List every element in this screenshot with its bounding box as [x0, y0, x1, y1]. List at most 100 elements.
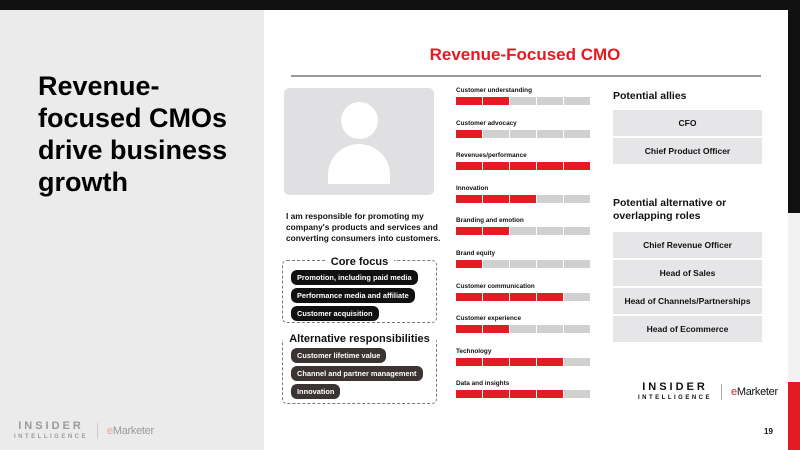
- left-panel: [0, 10, 264, 450]
- rating-segment-empty: [483, 129, 509, 138]
- page-number: 19: [764, 427, 773, 436]
- rating-segment-empty: [564, 227, 590, 236]
- skill-label: Innovation: [456, 184, 489, 192]
- rating-segment-filled: [510, 357, 536, 366]
- logo-emarketer: eMarketer: [731, 385, 778, 398]
- rating-segment-filled: [483, 162, 509, 171]
- skill-row: Technology: [456, 348, 596, 366]
- rating-segment-empty: [564, 292, 590, 301]
- alternative-responsibilities-label: Alternative responsibilities: [283, 333, 436, 345]
- rating-segment-filled: [483, 357, 509, 366]
- rating-segment-filled: [483, 227, 509, 236]
- rating-segment-filled: [564, 162, 590, 171]
- skill-rating-bar: [456, 390, 596, 399]
- skill-rating-bar: [456, 325, 596, 334]
- alternative-pill: Innovation: [291, 384, 341, 399]
- profile-title: Revenue-Focused CMO: [429, 45, 621, 64]
- logo-divider: [97, 422, 99, 439]
- rating-segment-empty: [537, 325, 563, 334]
- right-strip-dark: [788, 10, 800, 213]
- rating-segment-filled: [456, 390, 482, 399]
- role-box: Head of Channels/Partnerships: [613, 288, 762, 314]
- core-focus-pill: Promotion, including paid media: [291, 270, 418, 285]
- skill-label: Branding and emotion: [456, 217, 524, 225]
- rating-segment-empty: [537, 97, 563, 105]
- rating-segment-filled: [456, 194, 482, 203]
- skill-row: Customer communication: [456, 283, 596, 301]
- skill-row: Customer understanding: [456, 87, 596, 105]
- role-box: Head of Sales: [613, 260, 762, 286]
- logo-intelligence: INTELLIGENCE: [14, 434, 89, 440]
- rating-segment-empty: [537, 227, 563, 236]
- rating-segment-filled: [456, 129, 482, 138]
- role-description: I am responsible for promoting my compan…: [286, 211, 441, 243]
- rating-segment-filled: [483, 390, 509, 399]
- rating-segment-filled: [456, 162, 482, 171]
- top-bar: [0, 0, 800, 10]
- skill-rating-bar: [456, 357, 596, 366]
- skill-label: Customer understanding: [456, 87, 532, 94]
- skill-label: Technology: [456, 347, 492, 355]
- skill-label: Customer communication: [456, 282, 535, 290]
- rating-segment-filled: [537, 357, 563, 366]
- rating-segment-filled: [483, 325, 509, 334]
- skill-row: Innovation: [456, 185, 596, 203]
- rating-segment-filled: [456, 357, 482, 366]
- rating-segment-filled: [456, 97, 482, 105]
- skill-rating-bar: [456, 129, 596, 138]
- rating-segment-empty: [564, 194, 590, 203]
- skill-rating-bar: [456, 260, 596, 268]
- rating-segment-empty: [510, 260, 536, 268]
- logo-emarketer: eMarketer: [107, 424, 154, 437]
- skill-rating-bar: [456, 292, 596, 301]
- rating-segment-empty: [510, 97, 536, 105]
- skill-row: Brand equity: [456, 250, 596, 268]
- skill-label: Customer advocacy: [456, 119, 517, 127]
- brand-logo-right: INSIDER INTELLIGENCE eMarketer: [638, 381, 778, 402]
- skill-label: Customer experience: [456, 315, 521, 323]
- rating-segment-filled: [510, 390, 536, 399]
- rating-segment-filled: [456, 227, 482, 236]
- potential-allies-heading: Potential allies: [613, 90, 687, 102]
- rating-segment-empty: [564, 357, 590, 366]
- logo-insider: INSIDER: [18, 420, 84, 432]
- rating-segment-empty: [564, 390, 590, 399]
- right-strip-red: [788, 382, 800, 450]
- rating-segment-empty: [564, 325, 590, 334]
- rating-segment-filled: [483, 97, 509, 105]
- rating-segment-empty: [564, 129, 590, 138]
- rating-segment-empty: [483, 260, 509, 268]
- rating-segment-empty: [510, 227, 536, 236]
- rating-segment-filled: [537, 390, 563, 399]
- core-focus-box: Core focus Promotion, including paid med…: [282, 256, 437, 323]
- logo-insider: INSIDER: [642, 381, 708, 393]
- skill-label: Revenues/performance: [456, 152, 527, 160]
- alternative-roles-heading: Potential alternative or overlapping rol…: [613, 197, 727, 222]
- brand-logo-left: INSIDER INTELLIGENCE eMarketer: [14, 420, 154, 441]
- core-focus-pill: Customer acquisition: [291, 306, 379, 321]
- rating-segment-filled: [483, 194, 509, 203]
- rating-segment-empty: [564, 97, 590, 105]
- core-focus-pill: Performance media and affiliate: [291, 288, 415, 303]
- alternative-pill: Customer lifetime value: [291, 348, 387, 363]
- skill-rating-bar: [456, 194, 596, 203]
- ally-box: Chief Product Officer: [613, 138, 762, 164]
- rating-segment-empty: [564, 260, 590, 268]
- skill-label: Data and insights: [456, 380, 510, 388]
- rating-segment-filled: [483, 292, 509, 301]
- core-focus-label: Core focus: [324, 256, 395, 268]
- rating-segment-filled: [456, 260, 482, 268]
- rating-segment-empty: [510, 129, 536, 138]
- alternative-pill: Channel and partner management: [291, 366, 423, 381]
- skill-rating-bar: [456, 227, 596, 236]
- alternative-responsibilities-box: Alternative responsibilities Customer li…: [282, 333, 437, 404]
- rating-segment-filled: [537, 162, 563, 171]
- rating-segment-filled: [510, 194, 536, 203]
- logo-intelligence: INTELLIGENCE: [638, 395, 713, 401]
- skill-row: Revenues/performance: [456, 152, 596, 171]
- skill-rating-bar: [456, 97, 596, 105]
- role-box: Chief Revenue Officer: [613, 232, 762, 258]
- right-strip-light: [788, 213, 800, 382]
- skill-row: Customer advocacy: [456, 120, 596, 138]
- slide-headline: Revenue-focused CMOs drive business grow…: [38, 71, 228, 197]
